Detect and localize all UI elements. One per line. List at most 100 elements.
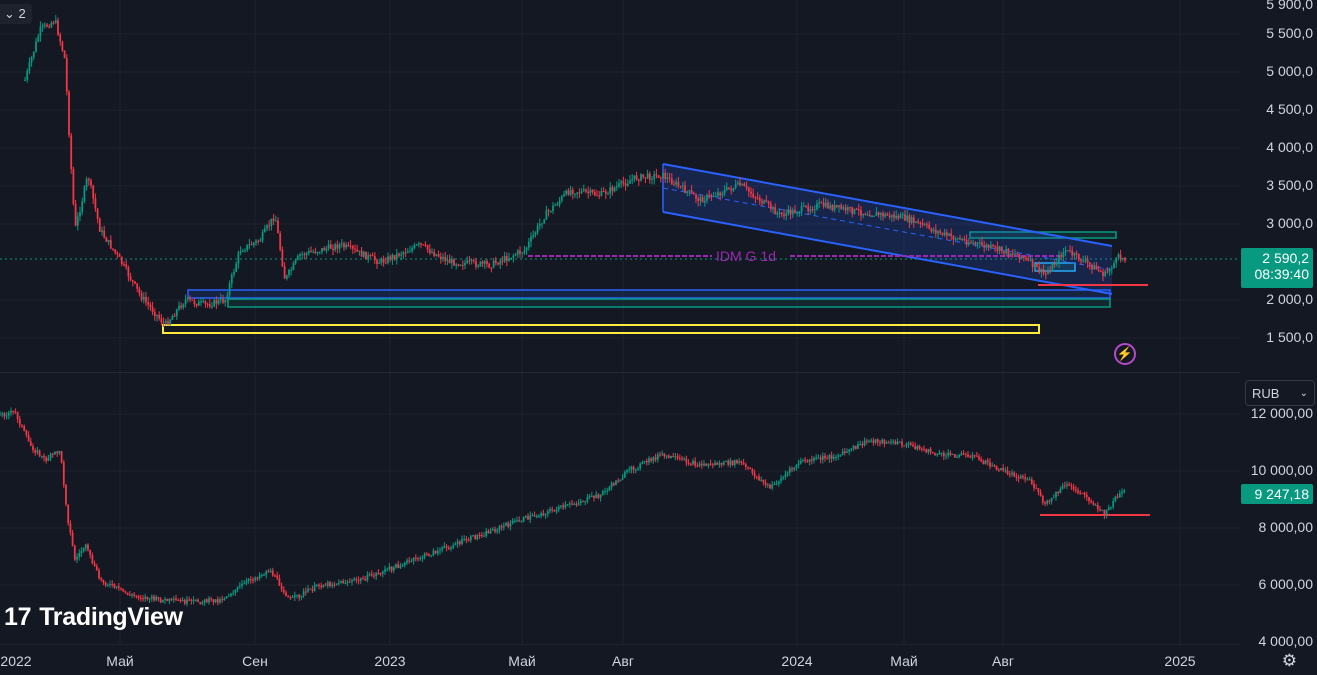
candle-body (840, 205, 843, 209)
candle-body (113, 584, 116, 588)
currency-select[interactable]: RUB ⌄ (1245, 380, 1315, 406)
candle-body (161, 599, 164, 603)
candle-body (881, 439, 884, 444)
candle-body (432, 550, 435, 556)
candle-body (1036, 263, 1038, 267)
candle-body (356, 249, 359, 252)
candle-body (120, 587, 122, 589)
candle-body (851, 207, 854, 214)
candle-body (511, 520, 514, 524)
candle-body (36, 450, 39, 453)
candle-body (127, 267, 130, 277)
candle-body (938, 452, 941, 455)
candle-body (246, 244, 249, 251)
candle-body (400, 254, 403, 256)
candle-body (657, 175, 660, 178)
candle-body (459, 264, 462, 266)
candle-body (631, 179, 634, 181)
candle-body (514, 254, 517, 256)
candle-body (1026, 479, 1029, 481)
candle-body (428, 553, 430, 556)
candle-body (83, 186, 86, 202)
candle-body (417, 558, 419, 560)
candle-body (283, 266, 286, 279)
candle-body (558, 200, 561, 205)
candle-body (117, 586, 120, 588)
candle-body (769, 484, 771, 489)
candle-body (230, 274, 233, 284)
candle-body (366, 574, 369, 581)
candle-body (146, 596, 149, 600)
candle-body (659, 177, 662, 179)
candle-body (652, 457, 655, 461)
candle-body (345, 244, 348, 248)
candle-body (309, 588, 312, 590)
candle-body (360, 250, 363, 257)
candle-body (288, 270, 290, 276)
pane-separator[interactable] (0, 372, 1240, 373)
candle-body (238, 585, 241, 587)
candle-body (206, 303, 209, 305)
candle-body (491, 529, 494, 531)
candle-body (411, 248, 414, 252)
candle-body (590, 495, 593, 497)
candle-body (943, 232, 946, 235)
candle-body (397, 564, 400, 568)
collapse-panes-button[interactable]: ⌄ 2 (0, 4, 32, 24)
candle-body (982, 460, 985, 465)
candle-body (793, 467, 796, 470)
candle-body (1066, 484, 1068, 486)
candle-body (384, 262, 387, 264)
price-chart[interactable]: IDM G 1d (0, 0, 1240, 645)
candle-body (940, 452, 943, 454)
candle-body (56, 451, 59, 454)
candle-body (722, 461, 725, 465)
candle-body (346, 581, 349, 583)
candle-body (1071, 250, 1074, 256)
candle-body (962, 453, 965, 455)
candle-body (849, 207, 851, 209)
candle-body (1123, 490, 1126, 493)
candle-body (322, 584, 325, 588)
candle-body (618, 183, 620, 187)
candle-body (597, 494, 600, 498)
time-tick: Май (890, 653, 918, 669)
tradingview-logo[interactable]: 17 TradingView (4, 603, 183, 632)
settings-gear-icon[interactable]: ⚙ (1281, 651, 1297, 670)
candle-body (1088, 262, 1091, 265)
candle-body (147, 302, 150, 305)
candle-body (936, 454, 939, 456)
candle-body (926, 224, 928, 226)
alert-bolt-icon[interactable]: ⚡ (1114, 343, 1136, 365)
candle-body (210, 598, 213, 600)
candle-body (5, 415, 8, 417)
candle-body (1060, 254, 1063, 258)
candle-body (505, 523, 507, 526)
candle-body (919, 222, 922, 224)
candle-body (752, 193, 755, 198)
candle-body (57, 20, 59, 35)
candle-body (18, 419, 21, 425)
candle-body (821, 455, 824, 460)
candle-body (593, 495, 595, 498)
time-axis[interactable]: 2022 Май Сен 2023 Май Авг 2024 Май Авг 2… (0, 644, 1240, 675)
candle-body (1062, 252, 1065, 258)
candle-body (573, 504, 576, 506)
candle-body (843, 451, 846, 453)
candle-body (208, 598, 210, 603)
candle-body (656, 454, 659, 460)
candle-body (175, 598, 177, 601)
candle-body (780, 212, 783, 215)
candle-body (545, 210, 548, 220)
currency-label: RUB (1252, 385, 1280, 401)
price-axis[interactable]: 5 900,0 5 500,0 5 000,0 4 500,0 4 000,0 … (1240, 0, 1317, 649)
candle-body (857, 208, 860, 211)
candle-body (646, 173, 649, 179)
candle-body (771, 484, 774, 489)
candle-body (387, 256, 389, 263)
candle-body (1110, 268, 1113, 270)
candle-body (193, 300, 196, 305)
candle-body (336, 244, 339, 249)
candle-body (710, 194, 713, 197)
candle-body (289, 597, 292, 599)
